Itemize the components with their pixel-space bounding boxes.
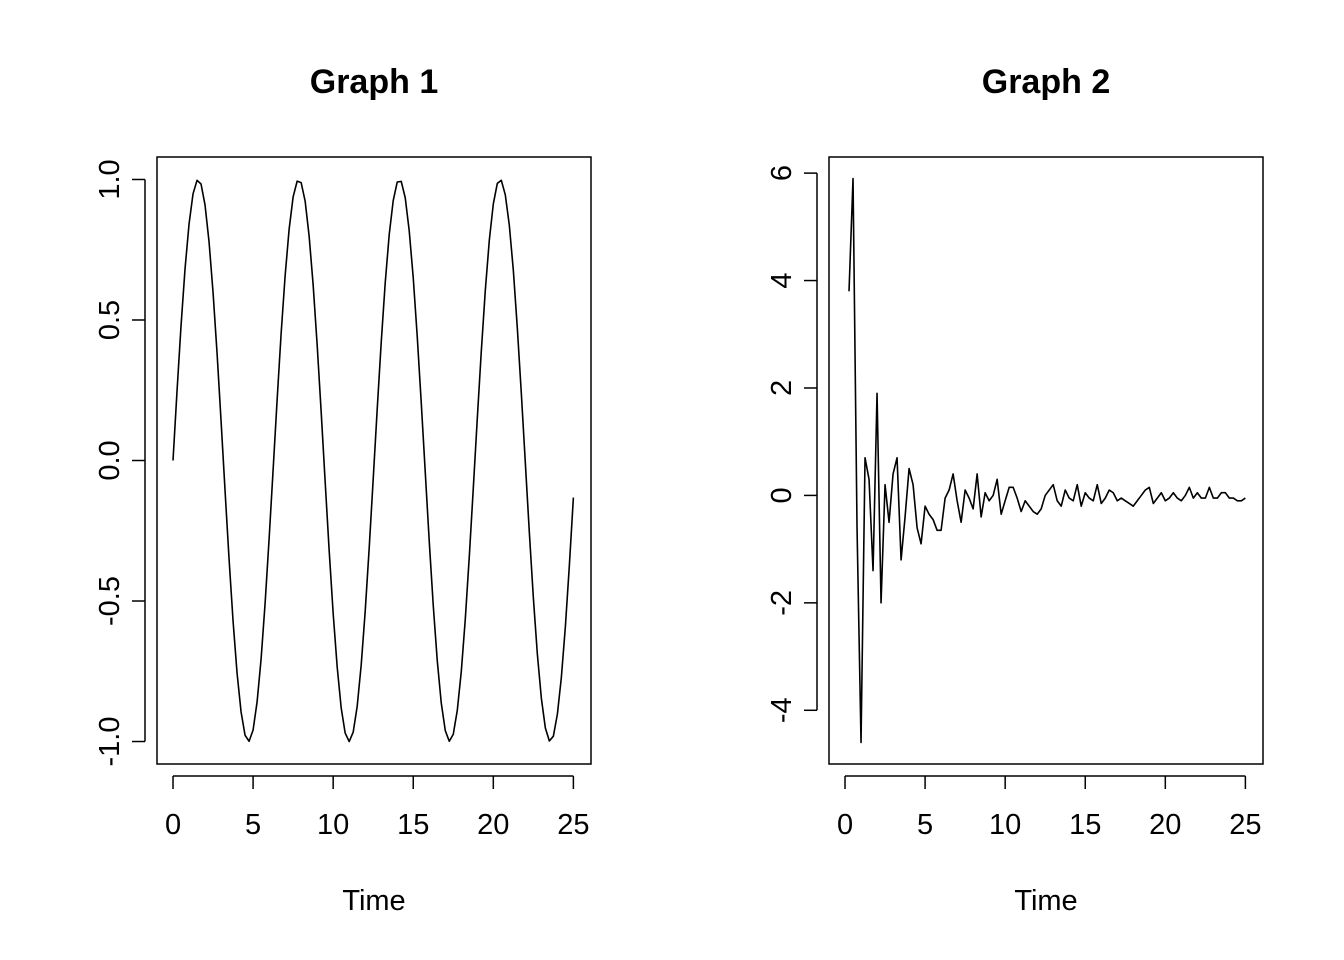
graph-1-x-tick-label: 15 — [397, 809, 429, 841]
graph-2-y-tick-label: -2 — [766, 590, 798, 616]
graph-2-x-tick-label: 0 — [837, 809, 853, 841]
graph-2-panel: Graph 2 0 5 10 15 20 25 -4 -2 0 2 4 6 Time — [766, 63, 1264, 917]
graph-2-x-tick-label: 25 — [1229, 809, 1261, 841]
graph-1-y-tick-label: -1.0 — [94, 717, 126, 767]
graph-2-title: Graph 2 — [982, 63, 1110, 101]
graph-1-x-tick-label: 0 — [165, 809, 181, 841]
graph-2-y-tick-label: 4 — [766, 272, 798, 288]
graph-2-x-axis-label: Time — [1014, 885, 1077, 917]
graph-2-x-tick-label: 10 — [989, 809, 1021, 841]
graph-1-y-tick-label: 0.5 — [94, 300, 126, 340]
graph-1-x-tick-label: 5 — [245, 809, 261, 841]
graph-2-series-line-0 — [848, 177, 1246, 744]
graph-1-x-axis-label: Time — [342, 885, 405, 917]
graph-1-panel: Graph 1 0 5 10 15 20 25 -1.0 -0.5 0.0 0.5 1.0 Time — [94, 63, 592, 917]
graph-2-x-tick-label: 20 — [1149, 809, 1181, 841]
graph-2-x-tick-label: 15 — [1069, 809, 1101, 841]
graph-2-x-tick-label: 5 — [917, 809, 933, 841]
graph-1-x-tick-label: 25 — [557, 809, 589, 841]
graph-1-plot-frame — [156, 156, 592, 765]
graph-1-x-tick-label: 20 — [477, 809, 509, 841]
graph-1-series-line-0 — [172, 179, 575, 743]
graph-1-x-tick-label: 10 — [317, 809, 349, 841]
graph-1-y-tick-label: 1.0 — [94, 159, 126, 199]
graph-1-y-tick-label: -0.5 — [94, 576, 126, 626]
graph-2-y-tick-label: 2 — [766, 380, 798, 396]
graph-1-y-tick-label: 0.0 — [94, 440, 126, 480]
graph-2-y-tick-label: -4 — [766, 697, 798, 723]
graph-2-y-tick-label: 0 — [766, 487, 798, 503]
graph-2-plot-frame — [828, 156, 1264, 765]
graph-2-y-tick-label: 6 — [766, 165, 798, 181]
graph-1-title: Graph 1 — [310, 63, 438, 101]
